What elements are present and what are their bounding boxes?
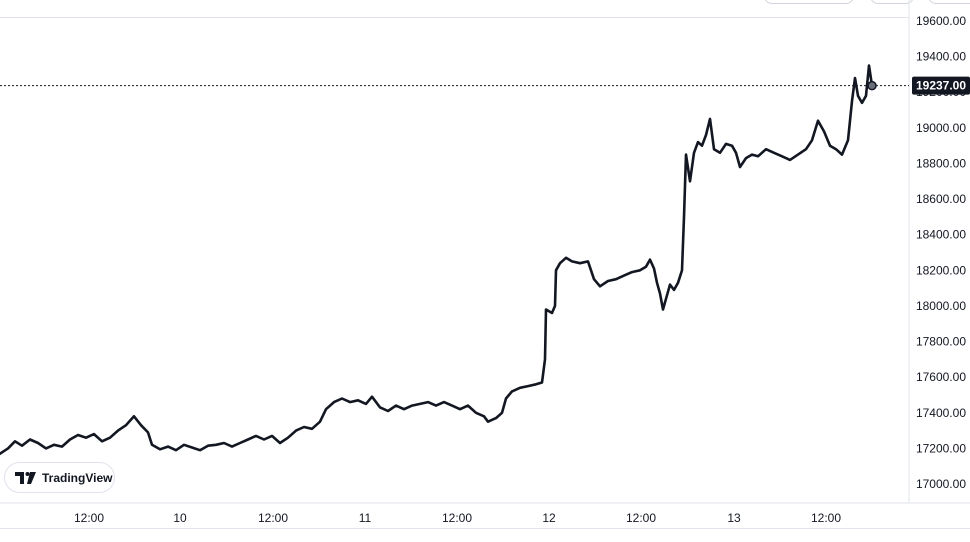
time-tick-label: 12:00	[442, 511, 472, 525]
time-tick-label: 11	[359, 511, 372, 525]
time-tick-label: 12:00	[74, 511, 104, 525]
price-tick-label: 18800.00	[916, 156, 966, 170]
current-price-label: 19237.00	[916, 79, 966, 93]
time-tick-label: 12:00	[258, 511, 288, 525]
time-tick-label: 10	[173, 511, 187, 525]
time-tick-label: 12:00	[811, 511, 841, 525]
price-tick-label: 18600.00	[916, 192, 966, 206]
price-tick-label: 17800.00	[916, 335, 966, 349]
price-tick-label: 17200.00	[916, 441, 966, 455]
price-tick-label: 19000.00	[916, 121, 966, 135]
price-tick-label: 19400.00	[916, 50, 966, 64]
price-tick-label: 17600.00	[916, 370, 966, 384]
tradingview-badge[interactable]: TradingView	[4, 462, 115, 493]
time-tick-label: 12:00	[626, 511, 656, 525]
price-line-series	[0, 64, 874, 455]
price-tick-label: 18400.00	[916, 228, 966, 242]
price-tick-label: 18200.00	[916, 263, 966, 277]
price-tick-label: 19600.00	[916, 14, 966, 28]
tradingview-label: TradingView	[42, 470, 113, 485]
current-price-badge: 19237.00	[912, 76, 970, 95]
time-tick-label: 12	[542, 511, 556, 525]
time-axis: 12:00 10 12:00 11 12:00 12 12:00 13 12:00	[74, 511, 841, 525]
tradingview-logo-icon	[15, 471, 36, 484]
last-price-marker	[867, 80, 877, 91]
price-tick-label: 18000.00	[916, 299, 966, 313]
price-tick-label: 17000.00	[916, 477, 966, 491]
price-tick-label: 17400.00	[916, 406, 966, 420]
time-tick-label: 13	[727, 511, 741, 525]
